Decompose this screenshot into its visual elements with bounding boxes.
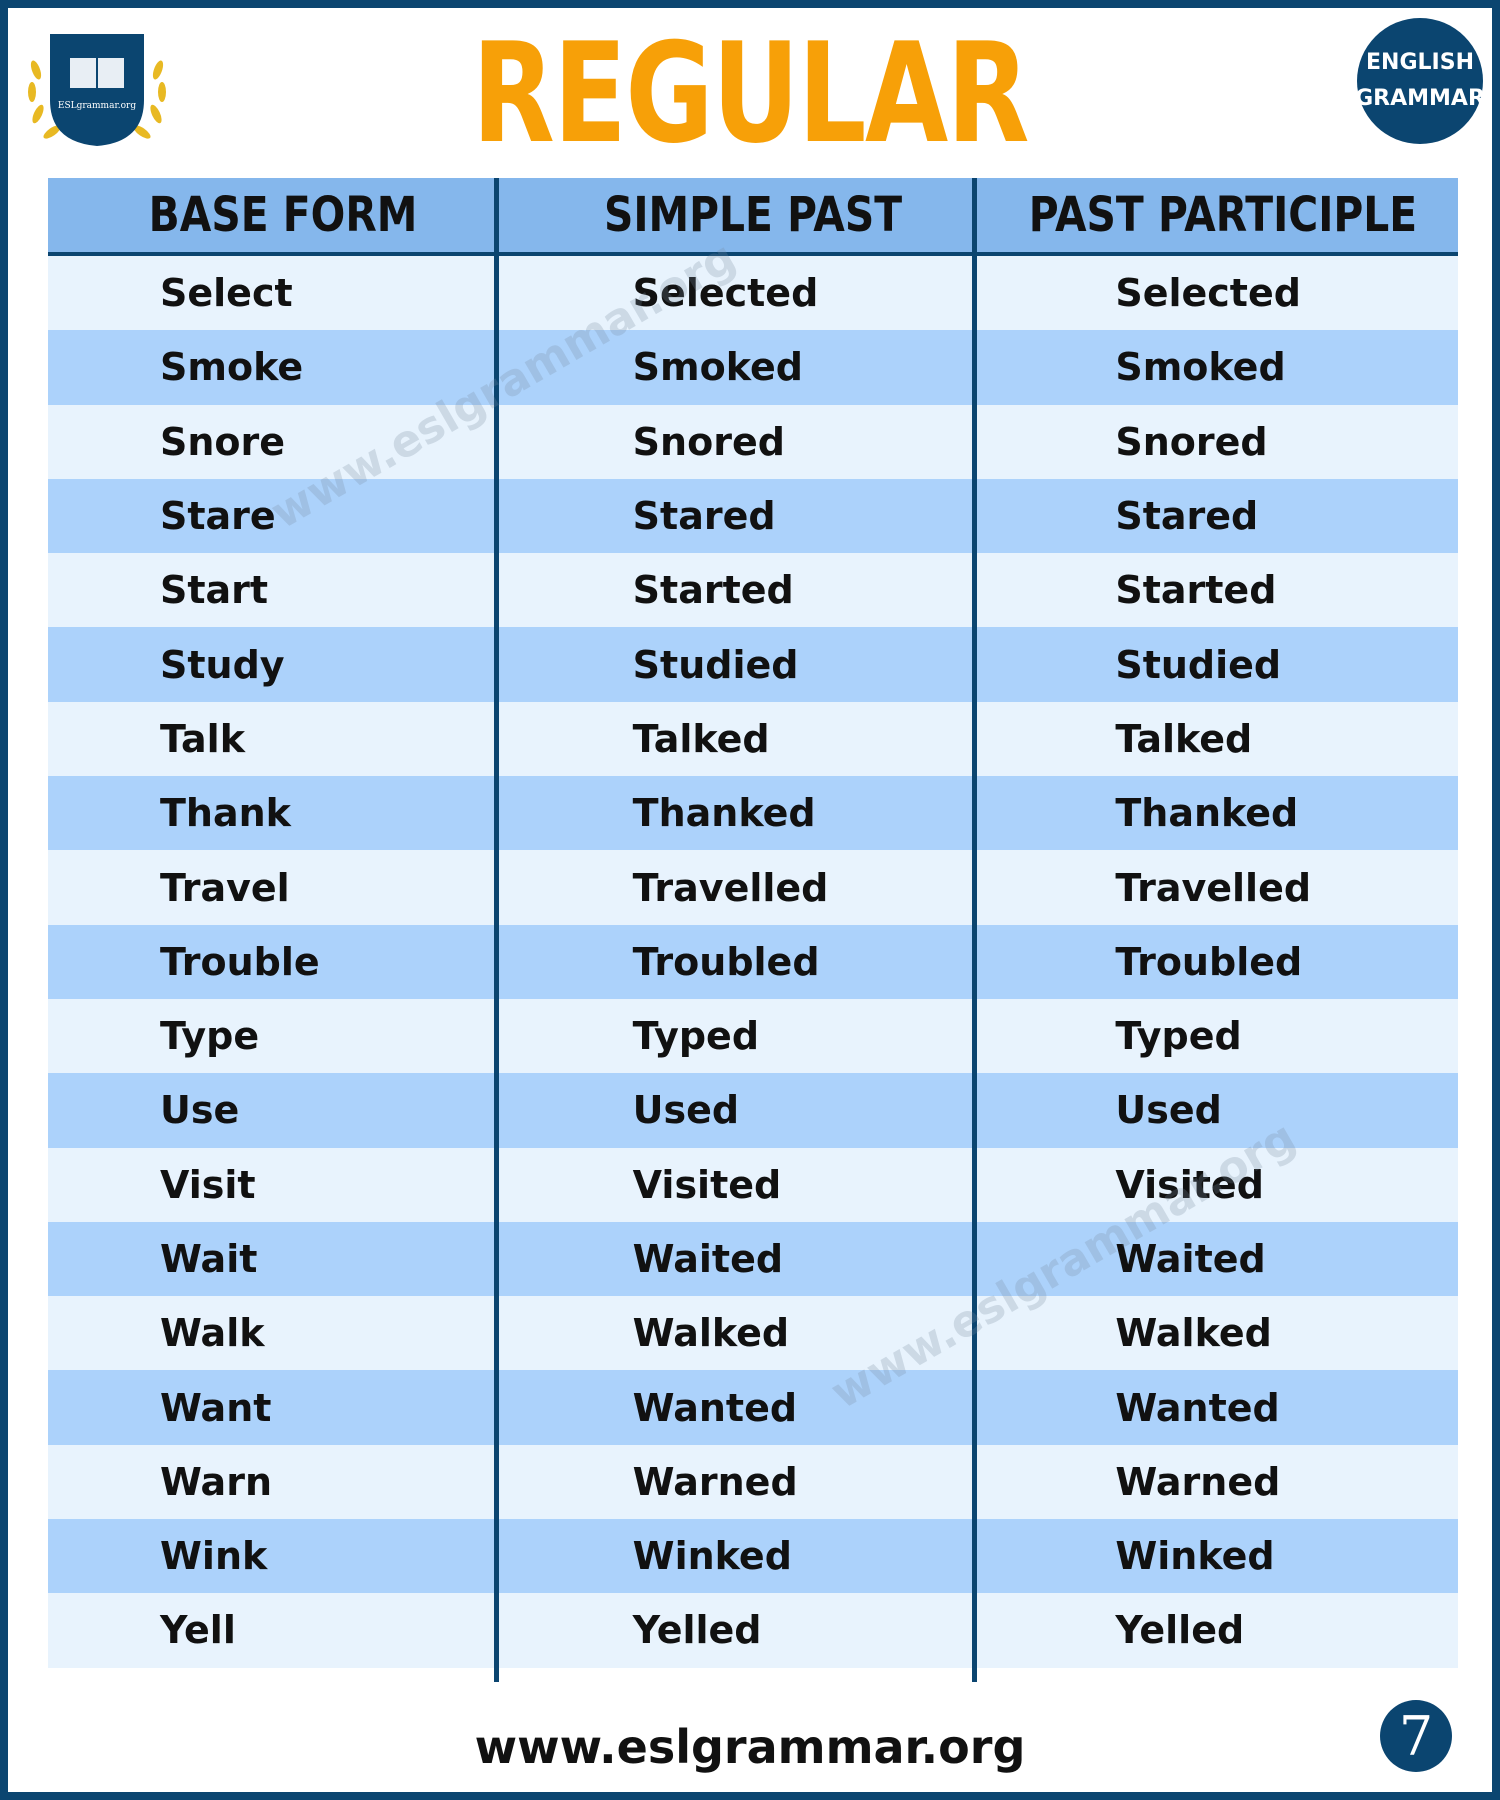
table-row: Wait Waited Waited xyxy=(48,1221,1458,1297)
base-form-cell: Wait xyxy=(160,1237,258,1281)
simple-past-cell: Troubled xyxy=(632,939,820,984)
table-row: Trouble Troubled Troubled xyxy=(48,924,1458,999)
base-form-cell: Type xyxy=(160,1014,260,1059)
past-participle-cell: Travelled xyxy=(1115,865,1312,910)
past-participle-cell: Yelled xyxy=(1115,1608,1245,1653)
base-form-cell: Select xyxy=(160,271,293,316)
table-row: Thank Thanked Thanked xyxy=(48,776,1458,851)
table-row: Select Selected Selected xyxy=(48,256,1458,331)
simple-past-cell: Winked xyxy=(632,1534,792,1579)
simple-past-cell: Started xyxy=(632,568,794,613)
simple-past-cell: Selected xyxy=(632,271,819,316)
simple-past-cell: Snored xyxy=(632,419,785,464)
simple-past-cell: Used xyxy=(632,1088,740,1133)
past-participle-cell: Selected xyxy=(1115,271,1301,316)
badge-line-1: ENGLISH xyxy=(1366,50,1474,75)
simple-past-cell: Talked xyxy=(632,716,770,761)
column-divider xyxy=(972,178,977,1682)
simple-past-cell: Smoked xyxy=(632,345,803,390)
base-form-cell: Use xyxy=(160,1088,240,1133)
base-form-cell: Thank xyxy=(160,791,291,836)
table-row: Talk Talked Talked xyxy=(48,701,1458,777)
past-participle-cell: Snored xyxy=(1115,419,1268,464)
table-row: Warn Warned Warned xyxy=(48,1444,1458,1520)
base-form-cell: Warn xyxy=(160,1459,272,1504)
past-participle-cell: Used xyxy=(1115,1088,1222,1133)
past-participle-cell: Talked xyxy=(1115,716,1253,761)
svg-text:ESLgrammar.org: ESLgrammar.org xyxy=(58,101,136,111)
simple-past-cell: Wanted xyxy=(632,1385,798,1430)
base-form-cell: Study xyxy=(160,642,285,687)
past-participle-cell: Walked xyxy=(1115,1311,1272,1356)
past-participle-cell: Waited xyxy=(1115,1237,1266,1281)
table-body: Select Selected Selected Smoke Smoked Smoked S… xyxy=(48,256,1458,1668)
table-row: Study Studied Studied xyxy=(48,627,1458,702)
simple-past-cell: Visited xyxy=(632,1162,782,1207)
table-row: Snore Snored Snored xyxy=(48,404,1458,479)
simple-past-cell: Waited xyxy=(632,1237,784,1281)
table-row: Yell Yelled Yelled xyxy=(48,1593,1458,1668)
past-participle-cell: Thanked xyxy=(1115,791,1299,836)
base-form-cell: Yell xyxy=(160,1608,236,1653)
simple-past-cell: Thanked xyxy=(632,791,816,836)
table-row: Walk Walked Walked xyxy=(48,1296,1458,1371)
base-form-cell: Travel xyxy=(160,865,290,910)
base-form-cell: Smoke xyxy=(160,345,304,390)
header-base-form: BASE FORM xyxy=(148,187,418,243)
base-form-cell: Trouble xyxy=(160,939,320,984)
table-header: BASE FORM SIMPLE PAST PAST PARTICIPLE xyxy=(48,178,1458,256)
simple-past-cell: Typed xyxy=(632,1014,760,1059)
table-row: Start Started Started xyxy=(48,553,1458,628)
base-form-cell: Visit xyxy=(160,1162,256,1207)
simple-past-cell: Warned xyxy=(632,1459,798,1504)
table-row: Type Typed Typed xyxy=(48,998,1458,1074)
eslgrammar-logo: ESLgrammar.org xyxy=(28,34,166,146)
simple-past-cell: Walked xyxy=(632,1311,790,1356)
past-participle-cell: Visited xyxy=(1115,1162,1264,1207)
page-number: 7 xyxy=(1380,1700,1452,1772)
simple-past-cell: Travelled xyxy=(632,865,829,910)
table-row: Stare Stared Stared xyxy=(48,478,1458,554)
past-participle-cell: Typed xyxy=(1115,1014,1242,1059)
base-form-cell: Start xyxy=(160,568,269,613)
simple-past-cell: Stared xyxy=(632,494,776,539)
base-form-cell: Want xyxy=(160,1385,272,1430)
past-participle-cell: Wanted xyxy=(1115,1385,1280,1430)
table-row: Use Used Used xyxy=(48,1073,1458,1148)
simple-past-cell: Yelled xyxy=(632,1608,762,1653)
past-participle-cell: Smoked xyxy=(1115,345,1286,390)
badge-line-2: GRAMMAR xyxy=(1355,86,1485,111)
table-row: Visit Visited Visited xyxy=(48,1147,1458,1222)
base-form-cell: Snore xyxy=(160,419,286,464)
header-past-participle: PAST PARTICIPLE xyxy=(1028,187,1418,243)
past-participle-cell: Stared xyxy=(1115,494,1259,539)
table-row: Wink Winked Winked xyxy=(48,1519,1458,1594)
base-form-cell: Talk xyxy=(160,716,245,761)
base-form-cell: Walk xyxy=(160,1311,265,1356)
base-form-cell: Wink xyxy=(160,1534,268,1579)
table-row: Smoke Smoked Smoked xyxy=(48,330,1458,405)
english-grammar-badge: ENGLISH GRAMMAR xyxy=(1355,18,1485,144)
column-divider xyxy=(494,178,499,1682)
verb-table: BASE FORM SIMPLE PAST PAST PARTICIPLE Se… xyxy=(48,178,1458,1668)
base-form-cell: Stare xyxy=(160,494,276,539)
past-participle-cell: Warned xyxy=(1115,1459,1281,1504)
table-row: Want Wanted Wanted xyxy=(48,1370,1458,1445)
past-participle-cell: Studied xyxy=(1115,642,1282,687)
past-participle-cell: Troubled xyxy=(1115,939,1303,984)
table-row: Travel Travelled Travelled xyxy=(48,850,1458,925)
header-simple-past: SIMPLE PAST xyxy=(603,187,903,243)
past-participle-cell: Winked xyxy=(1115,1534,1275,1579)
footer-url: www.eslgrammar.org xyxy=(474,1720,1026,1774)
past-participle-cell: Started xyxy=(1115,568,1277,613)
simple-past-cell: Studied xyxy=(632,642,799,687)
